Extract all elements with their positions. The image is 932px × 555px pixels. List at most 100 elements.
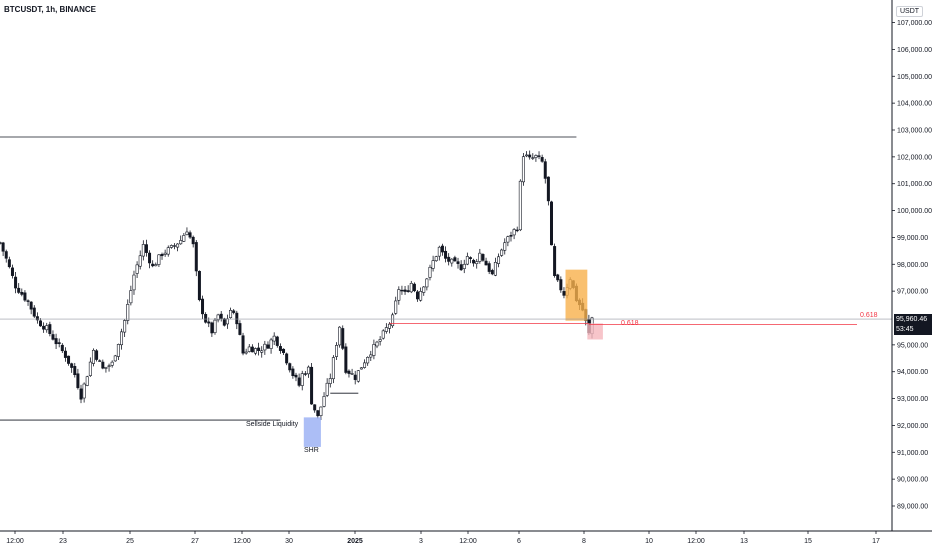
candle (85, 375, 89, 387)
candle-body (154, 264, 158, 267)
candle-body (478, 252, 482, 262)
candle (204, 312, 208, 324)
candle-body (17, 287, 21, 293)
candle-body (378, 339, 382, 342)
price-tick-label: 103,000.00 (897, 128, 932, 135)
candle-body (325, 382, 329, 396)
candle-body (490, 270, 494, 275)
candle (132, 270, 136, 295)
shr-box[interactable] (303, 417, 321, 447)
price-axis[interactable]: 107,000.00 106,000.00 105,000.00 104,000.00… (891, 0, 932, 531)
candle-body (247, 346, 251, 352)
fib-0618-label-right: 0.618 (860, 312, 878, 319)
candle (120, 328, 124, 350)
pink-box[interactable] (587, 323, 603, 340)
candle (512, 228, 516, 240)
candle (1, 241, 5, 257)
candle-body (434, 256, 438, 262)
price-tick-label: 97,000.00 (897, 289, 928, 296)
candle-body (20, 291, 24, 295)
candle (101, 359, 105, 370)
candle (556, 273, 560, 283)
price-tick-label: 102,000.00 (897, 154, 932, 161)
candle-body (104, 367, 108, 369)
candle-body (76, 373, 80, 389)
bar-countdown: 53:45 (896, 326, 914, 333)
time-axis[interactable]: 12:00 23 25 27 12:00 30 2025 3 12:00 6 8 10 12:00 13 1… (0, 530, 932, 545)
candle (412, 282, 416, 293)
candle (322, 392, 326, 408)
candle-body (1, 242, 5, 252)
candle-body (225, 318, 229, 325)
candle-body (313, 404, 317, 411)
time-tick-label: 30 (285, 538, 293, 545)
candle-body (553, 246, 557, 276)
price-tick-label: 90,000.00 (897, 477, 928, 484)
candle (126, 299, 130, 325)
candle-body (328, 378, 332, 384)
candle-body (322, 396, 326, 407)
candle (185, 227, 189, 236)
candle-body (157, 254, 161, 265)
candle (465, 252, 469, 266)
currency-badge[interactable]: USDT (896, 6, 924, 17)
candle-body (204, 314, 208, 323)
candle (425, 278, 429, 291)
candle (157, 254, 161, 267)
price-tick-label: 91,000.00 (897, 450, 928, 457)
candle (160, 252, 164, 260)
candle-body (176, 243, 180, 248)
candle-body (356, 370, 360, 382)
candle (216, 313, 220, 323)
candle (70, 362, 74, 373)
candle-body (232, 310, 236, 313)
candle (148, 250, 152, 269)
candle (257, 342, 261, 356)
drawings-layer[interactable] (0, 136, 892, 447)
candle (35, 312, 39, 324)
candle (42, 322, 46, 333)
candle-body (70, 363, 74, 368)
candle-body (129, 290, 133, 304)
candle-body (120, 331, 124, 346)
candle (344, 343, 348, 375)
candle (303, 371, 307, 377)
candle-body (487, 263, 491, 272)
candle-body (169, 245, 173, 248)
candle (76, 368, 80, 390)
candle-body (85, 376, 89, 386)
candle (210, 321, 214, 337)
candle (219, 311, 223, 322)
candle (32, 305, 36, 318)
candle (528, 150, 532, 160)
candle-body (528, 154, 532, 158)
candle (0, 241, 2, 245)
candle (440, 243, 444, 256)
time-tick-label: 15 (804, 538, 812, 545)
orange-box[interactable] (565, 269, 588, 321)
candle-body (459, 264, 463, 271)
candle (163, 249, 167, 257)
candle (487, 261, 491, 275)
candle-body (335, 345, 339, 357)
candle (444, 246, 448, 263)
candles-layer (0, 150, 594, 420)
candle-body (338, 326, 342, 346)
time-tick-label: 25 (126, 538, 134, 545)
candle (291, 366, 295, 379)
candle (518, 179, 522, 232)
candle (7, 256, 11, 269)
candle-body (163, 252, 167, 255)
candle-body (10, 267, 14, 276)
time-tick-label: 27 (191, 538, 199, 545)
candle (468, 256, 472, 264)
candle (341, 325, 345, 351)
candle-body (512, 229, 516, 236)
candle (559, 276, 563, 293)
candle-body (316, 410, 320, 417)
price-tick-label: 104,000.00 (897, 101, 932, 108)
candle-body (135, 264, 139, 274)
candle-body (166, 247, 170, 255)
